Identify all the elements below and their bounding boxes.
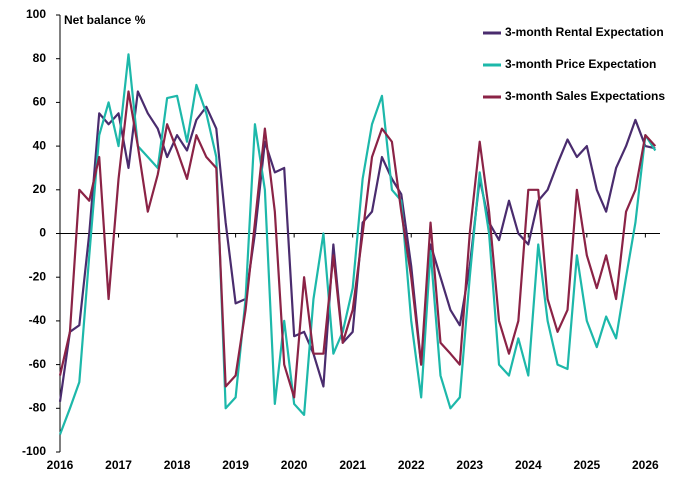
y-tick-label: 80 [33, 51, 47, 65]
x-tick-label: 2018 [164, 458, 191, 472]
y-tick-label: 100 [26, 7, 46, 21]
y-tick-label: -80 [29, 400, 47, 414]
y-tick-label: -40 [29, 313, 47, 327]
x-tick-label: 2024 [515, 458, 542, 472]
legend-label: 3-month Rental Expectation [505, 25, 664, 39]
x-tick-label: 2025 [573, 458, 600, 472]
y-tick-label: -20 [29, 269, 47, 283]
x-tick-label: 2023 [456, 458, 483, 472]
y-tick-label: 60 [33, 95, 47, 109]
series-line [58, 53, 657, 435]
x-tick-label: 2016 [47, 458, 74, 472]
y-tick-label: 0 [39, 226, 46, 240]
y-axis-label: Net balance % [64, 13, 146, 27]
series-line [58, 90, 657, 399]
x-tick-label: 2021 [339, 458, 366, 472]
legend-label: 3-month Sales Expectations [505, 89, 665, 103]
x-tick-label: 2026 [632, 458, 659, 472]
y-tick-label: 20 [33, 182, 47, 196]
legend-label: 3-month Price Expectation [505, 57, 656, 71]
series-line [58, 90, 656, 402]
y-tick-label: 40 [33, 138, 47, 152]
x-tick-label: 2019 [222, 458, 249, 472]
x-tick-label: 2017 [105, 458, 132, 472]
x-tick-label: 2022 [398, 458, 425, 472]
y-tick-label: -60 [29, 357, 47, 371]
y-tick-label: -100 [22, 444, 46, 458]
x-tick-label: 2020 [281, 458, 308, 472]
